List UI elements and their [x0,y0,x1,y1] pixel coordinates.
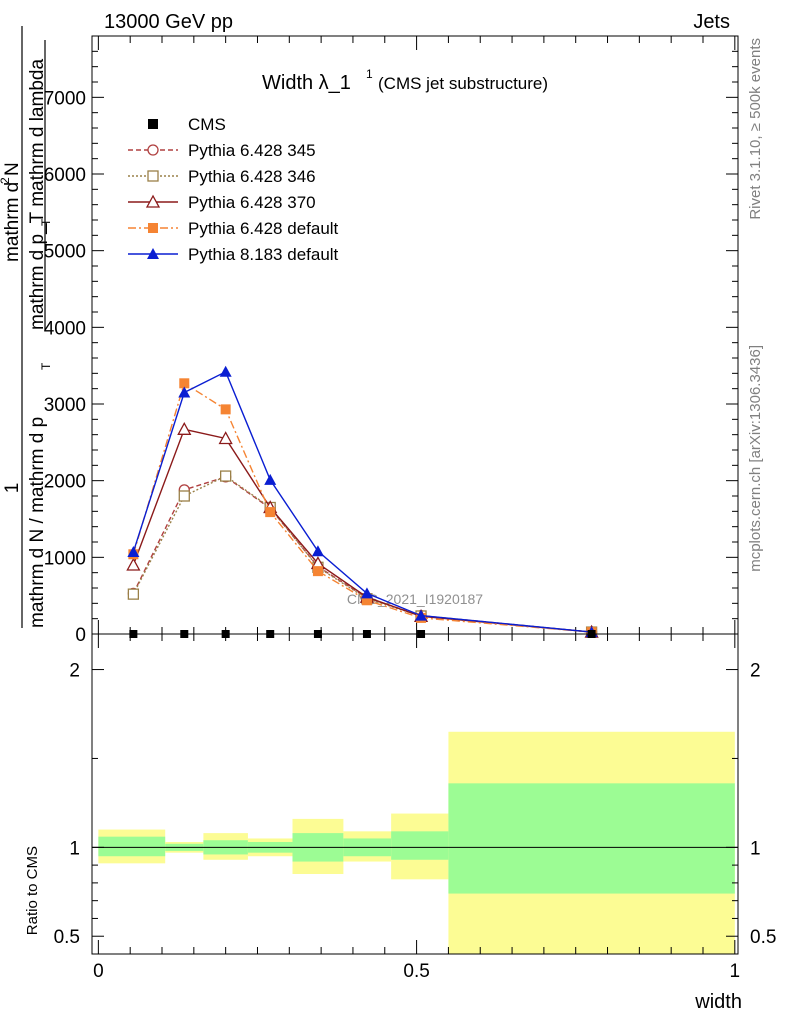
ratio-y-tick-label: 2 [69,661,80,682]
ratio-y-tick-label: 1 [69,838,80,859]
data-point [360,587,373,599]
y-tick-label: 5000 [44,242,86,263]
rivet-version-label: Rivet 3.1.10, ≥ 500k events [747,38,764,220]
ratio-y-tick-label-right: 0.5 [750,927,776,948]
data-point [219,365,232,377]
data-point [178,490,190,502]
data-point [312,566,323,577]
data-point [218,431,233,445]
legend-item: Pythia 6.428 346 [128,167,316,186]
data-point [264,473,277,485]
x-tick-label: 0.5 [403,961,429,982]
data-point [179,378,190,389]
ratio-y-tick-label-right: 2 [750,661,761,682]
data-point [147,170,159,182]
y-axis-label-numerator-tail: N [2,162,23,176]
legend-item: Pythia 8.183 default [128,245,339,264]
y-axis-label-prefix: 1 [2,483,23,494]
legend-label: Pythia 6.428 346 [188,167,316,186]
data-point [361,595,372,606]
plot-title-sub: (CMS jet substructure) [378,74,548,93]
y-axis-label-prefix-denominator: mathrm d N / mathrm d p [27,417,48,628]
legend-label: Pythia 8.183 default [188,245,339,264]
legend-item: Pythia 6.428 345 [128,141,316,160]
data-point [265,507,276,518]
data-point [178,386,191,398]
y-axis-label-numerator: mathrm d [2,182,23,262]
y-tick-label: 6000 [44,165,86,186]
y-axis-label-numerator-sup: 2 [0,177,12,184]
y-axis-label-denominator-sub: T [39,218,53,226]
ratio-y-label: Ratio to CMS [24,846,41,935]
data-point [147,144,159,156]
data-point [127,545,140,557]
energy-label: 13000 GeV pp [104,11,233,33]
ratio-plot: 0.5 0.5 1 1 2 2 0 0.5 1 [54,633,776,982]
data-point [147,248,159,259]
legend: CMS Pythia 6.428 345 Pythia 6.428 346 Pythi… [128,115,339,264]
series-pythia-8-183-default [127,365,598,638]
y-axis-label-prefix-sub: T [39,362,53,370]
plot-title: Width λ_1 1 (CMS jet substructure) [262,67,548,94]
ratio-y-tick-label-right: 1 [750,838,761,859]
data-point [145,194,161,208]
plot-title-sup: 1 [366,67,373,81]
y-tick-label: 3000 [44,395,86,416]
legend-label: Pythia 6.428 default [188,219,339,238]
y-tick-label: 2000 [44,472,86,493]
data-point [127,588,140,600]
y-tick-label: 0 [75,625,86,646]
series-line [132,476,592,633]
legend-item: CMS [148,115,226,134]
y-axis-label-denominator: mathrm d p_T mathrm d lambda [27,59,48,330]
legend-label: Pythia 6.428 370 [188,193,316,212]
ratio-band-inner [98,836,166,857]
mcplots-label: mcplots.cern.ch [arXiv:1306.3436] [747,345,764,572]
series-line [132,428,592,633]
y-tick-label: 4000 [44,318,86,339]
ratio-y-tick-label: 0.5 [54,927,80,948]
data-point [311,545,324,557]
data-point [220,470,232,482]
dataset-label: Jets [693,11,730,33]
data-point [220,404,231,415]
y-axis-label: 1 mathrm d N / mathrm d p T mathrm d 2 N… [0,26,53,628]
plot-title-main: Width λ_1 [262,72,351,94]
data-point [415,609,428,621]
ratio-band-inner [391,831,449,860]
x-tick-label: 0 [93,961,104,982]
x-tick-label: 1 [730,961,741,982]
data-point [148,223,158,233]
legend-item: Pythia 6.428 370 [128,193,316,212]
y-tick-label: 1000 [44,548,86,569]
ratio-band-inner [448,783,735,894]
legend-label: Pythia 6.428 345 [188,141,316,160]
x-axis-label: width [694,991,742,1013]
legend-item: Pythia 6.428 default [128,219,339,238]
series-pythia-6-428-345 [127,471,598,638]
series-line [132,370,592,633]
data-point [126,557,141,571]
data-point [177,421,192,435]
ratio-plot-frame [91,633,739,955]
data-point [148,119,158,129]
y-tick-label: 7000 [44,88,86,109]
series-pythia-6-428-346 [127,470,598,638]
series-line [132,382,592,633]
series-line [132,475,592,633]
legend-label: CMS [188,115,226,134]
